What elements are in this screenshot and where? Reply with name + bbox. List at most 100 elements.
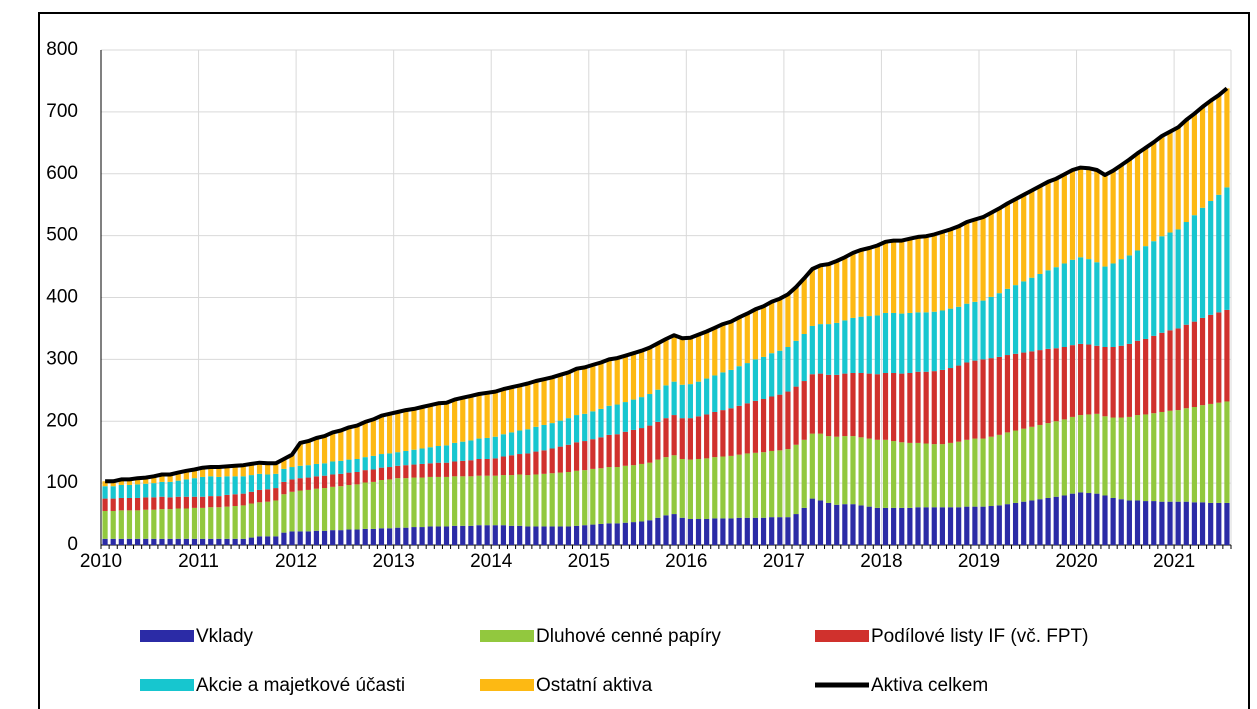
bar (492, 458, 498, 476)
bar (695, 416, 702, 459)
bar (1191, 215, 1198, 322)
bar (476, 458, 482, 476)
bar (671, 335, 677, 382)
bar (956, 441, 962, 508)
bar (1175, 229, 1181, 329)
bar (1021, 281, 1027, 353)
bar (947, 442, 954, 508)
bar (866, 438, 872, 507)
bar (102, 498, 108, 511)
bar (972, 301, 978, 361)
bar (679, 384, 685, 419)
bar (736, 366, 742, 406)
bar (1053, 421, 1059, 497)
bar (639, 397, 645, 429)
bar (736, 454, 742, 518)
bar (541, 526, 547, 545)
bar (525, 453, 531, 476)
bar (956, 507, 962, 545)
bar (907, 442, 913, 508)
x-tick-label: 2014 (470, 551, 513, 572)
bar (744, 363, 750, 404)
bar (443, 462, 450, 477)
bar (785, 449, 791, 518)
bar (1053, 178, 1059, 268)
bar (427, 526, 433, 545)
bar (1029, 277, 1035, 352)
bar (508, 475, 515, 526)
bar (1159, 236, 1165, 333)
bar (216, 507, 222, 539)
bar (630, 399, 637, 430)
bar (1216, 312, 1222, 403)
x-tick-label: 2016 (665, 551, 707, 572)
bar (647, 520, 653, 545)
bar (663, 515, 669, 545)
bar (200, 467, 206, 477)
bar (508, 455, 515, 476)
bar (1037, 499, 1043, 545)
bar (882, 507, 889, 545)
bar (1199, 502, 1206, 545)
bar (1175, 127, 1181, 230)
bar (1224, 88, 1230, 188)
bar (850, 252, 856, 318)
bar (1012, 199, 1019, 286)
x-tick-label: 2020 (1055, 551, 1097, 572)
bar (760, 452, 767, 518)
bar (907, 372, 913, 443)
bar (200, 496, 206, 508)
bar (834, 504, 840, 545)
bar (1183, 501, 1189, 545)
bar (655, 517, 661, 545)
bar (313, 530, 320, 545)
bar (1118, 259, 1124, 346)
bar (874, 245, 880, 316)
bar (866, 506, 872, 545)
bar (964, 222, 970, 304)
bar (704, 414, 710, 459)
bar (1199, 106, 1206, 208)
bar (1045, 423, 1051, 498)
bar (256, 536, 263, 545)
bar (541, 473, 547, 527)
bar (183, 479, 189, 497)
bar (557, 374, 563, 421)
bar (378, 415, 385, 455)
bar (208, 538, 214, 545)
bar (411, 449, 417, 465)
bar (435, 403, 441, 446)
legend-label: Aktiva celkem (871, 675, 988, 696)
bar (281, 458, 287, 469)
bar (273, 473, 279, 489)
bar (533, 526, 539, 545)
bar (386, 528, 393, 545)
bar (622, 402, 628, 432)
bar (118, 538, 124, 545)
bar (565, 444, 572, 472)
bar (712, 411, 718, 458)
bar (647, 462, 653, 521)
bar (639, 350, 645, 398)
bar (525, 383, 531, 430)
bar (972, 506, 978, 545)
bar (460, 525, 466, 545)
bar (508, 432, 515, 456)
bar (671, 514, 677, 545)
bar (1216, 502, 1222, 545)
bar (1143, 414, 1149, 502)
legend-swatch (140, 630, 194, 642)
bar (313, 463, 320, 477)
bar (1029, 190, 1035, 278)
bar (728, 455, 734, 519)
bar (1126, 500, 1132, 545)
bar (338, 460, 344, 474)
bar (712, 518, 718, 545)
bar (452, 476, 458, 526)
bar (248, 503, 254, 538)
bar (1175, 501, 1181, 545)
bar (126, 510, 133, 539)
bar (996, 434, 1002, 506)
x-tick-label: 2019 (958, 551, 1000, 572)
bar (492, 525, 498, 545)
